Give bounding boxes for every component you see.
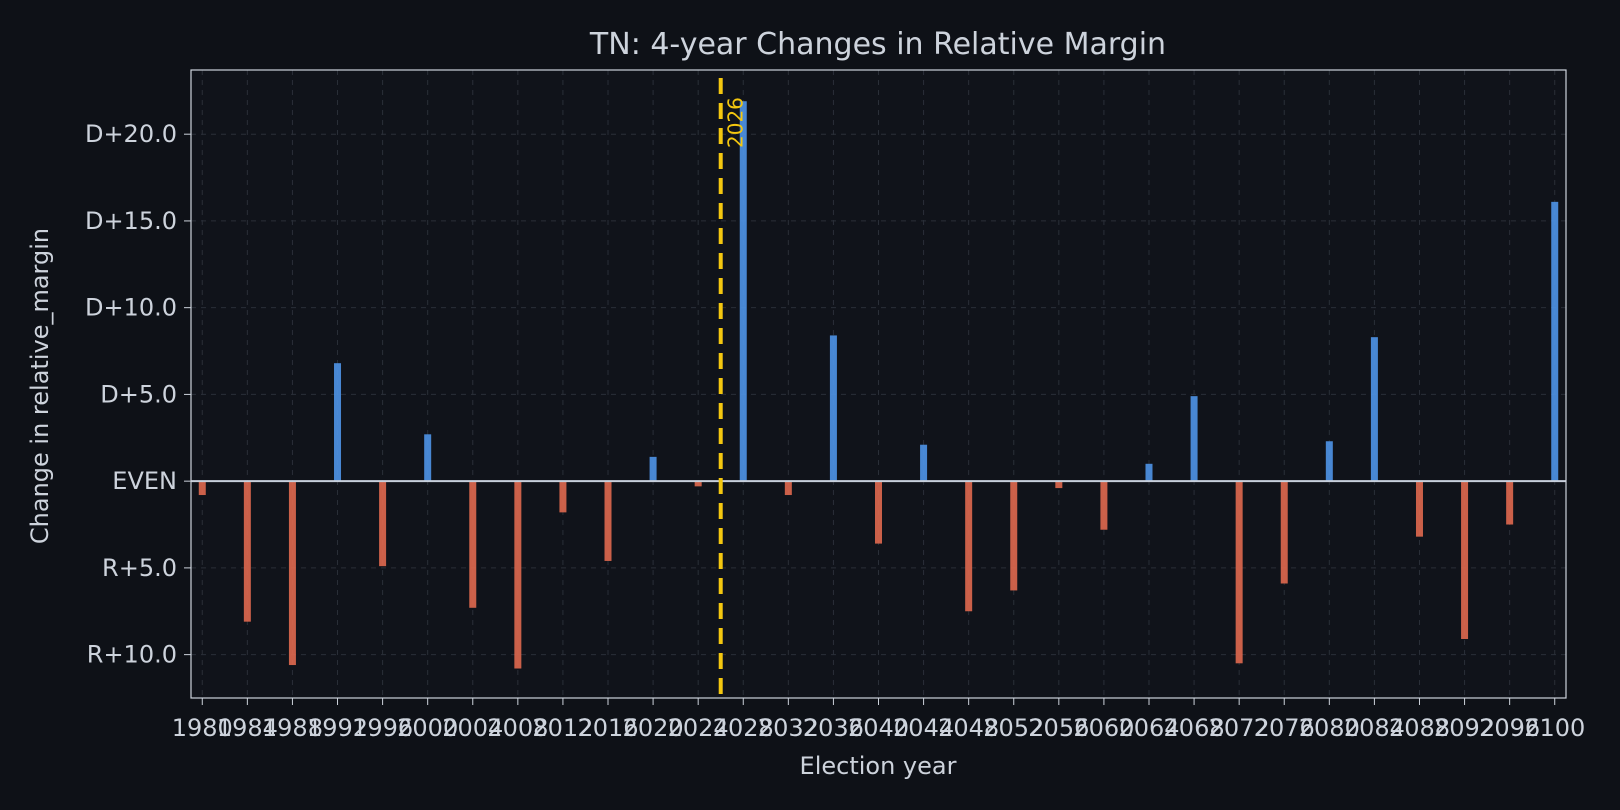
x-tick-label: 1996 [352, 714, 413, 742]
bar-rep-shift [1010, 481, 1018, 591]
bar-rep-shift [1461, 481, 1469, 640]
x-tick-label: 1988 [262, 714, 323, 742]
y-tick-label: D+15.0 [85, 207, 177, 235]
y-tick-label: D+20.0 [85, 120, 177, 148]
bar-rep-shift [784, 481, 792, 496]
bar-rep-shift [1055, 481, 1063, 489]
bar-dem-shift [424, 434, 432, 482]
x-tick-label: 2036 [803, 714, 864, 742]
bar-rep-shift [1280, 481, 1288, 584]
y-tick-label: R+10.0 [87, 641, 177, 669]
x-tick-label: 2032 [758, 714, 819, 742]
x-tick-label: 2088 [1389, 714, 1450, 742]
x-tick-label: 1984 [217, 714, 278, 742]
bar-dem-shift [649, 456, 657, 482]
x-tick-label: 2012 [532, 714, 593, 742]
bar-rep-shift [198, 481, 206, 496]
x-tick-label: 2072 [1209, 714, 1270, 742]
x-tick-label: 2084 [1344, 714, 1405, 742]
bar-rep-shift [514, 481, 522, 669]
reference-line-label: 2026 [724, 97, 748, 148]
x-tick-label: 2016 [577, 714, 638, 742]
bar-rep-shift [604, 481, 612, 561]
x-axis-label: Election year [800, 752, 957, 780]
x-tick-label: 2040 [848, 714, 909, 742]
y-tick-label: R+5.0 [102, 554, 177, 582]
bar-dem-shift [829, 335, 837, 482]
bar-dem-shift [1551, 201, 1559, 482]
x-tick-label: 2080 [1299, 714, 1360, 742]
plot-frame [190, 69, 1567, 699]
bar-dem-shift [1145, 463, 1153, 482]
bar-dem-shift [1325, 441, 1333, 482]
y-tick-label: D+10.0 [85, 294, 177, 322]
bar-rep-shift [965, 481, 973, 612]
bar-rep-shift [875, 481, 882, 544]
x-tick-label: 2064 [1118, 714, 1179, 742]
y-axis-label: Change in relative_margin [26, 228, 54, 544]
x-tick-label: 2024 [668, 714, 729, 742]
bar-rep-shift [1100, 481, 1108, 530]
x-tick-label: 1992 [307, 714, 368, 742]
y-tick-label: EVEN [112, 467, 177, 495]
x-tick-label: 2068 [1164, 714, 1225, 742]
x-tick-label: 2004 [442, 714, 503, 742]
x-tick-label: 2056 [1028, 714, 1089, 742]
x-tick-label: 2096 [1479, 714, 1540, 742]
plot-area: 1980198419881992199620002004200820122016… [85, 69, 1585, 742]
bar-rep-shift [288, 481, 296, 666]
bar-rep-shift [694, 481, 702, 487]
bar-dem-shift [1190, 396, 1198, 482]
bar-dem-shift [739, 101, 747, 482]
x-tick-label: 2044 [893, 714, 954, 742]
bar-rep-shift [1506, 481, 1514, 525]
bar-rep-shift [379, 481, 387, 567]
x-tick-label: 2028 [713, 714, 774, 742]
x-tick-label: 2052 [983, 714, 1044, 742]
x-tick-label: 2008 [487, 714, 548, 742]
x-tick-label: 2100 [1524, 714, 1585, 742]
x-tick-label: 2000 [397, 714, 458, 742]
bar-rep-shift [1415, 481, 1423, 537]
x-tick-label: 2092 [1434, 714, 1495, 742]
x-tick-label: 2076 [1254, 714, 1315, 742]
bar-dem-shift [334, 363, 342, 482]
x-tick-label: 1980 [172, 714, 233, 742]
bar-rep-shift [243, 481, 251, 622]
x-tick-label: 2060 [1073, 714, 1134, 742]
bar-rep-shift [1235, 481, 1243, 664]
y-tick-label: D+5.0 [100, 380, 177, 408]
x-tick-label: 2048 [938, 714, 999, 742]
bar-rep-shift [559, 481, 567, 513]
bar-dem-shift [1370, 337, 1378, 482]
bar-dem-shift [920, 444, 928, 482]
bar-rep-shift [469, 481, 477, 608]
x-tick-label: 2020 [623, 714, 684, 742]
chart-title: TN: 4-year Changes in Relative Margin [589, 27, 1166, 62]
